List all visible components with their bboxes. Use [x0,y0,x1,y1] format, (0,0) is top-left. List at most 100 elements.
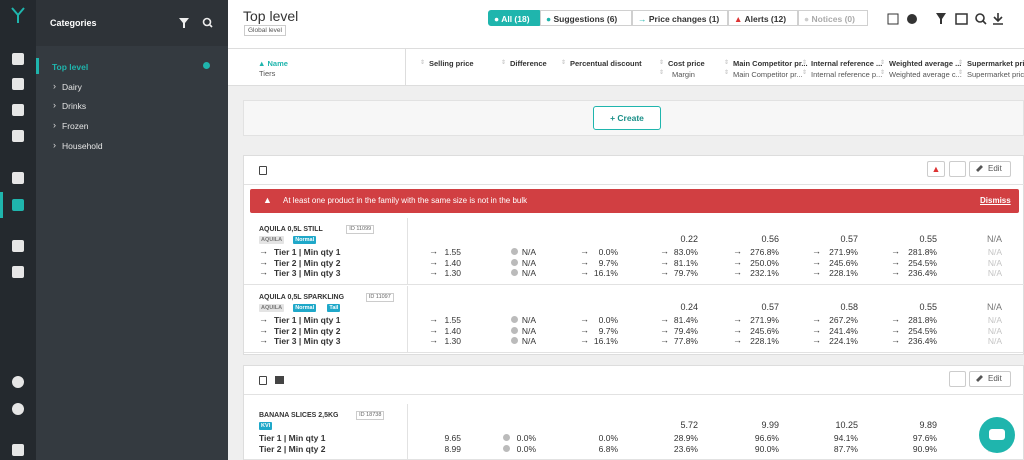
row-divider [407,286,408,352]
alert-icon: ▲ [263,195,272,205]
filter-button[interactable]: → Price changes (1) [632,10,728,26]
plus-icon: + [610,113,618,123]
alert-text: At least one product in the family with … [283,196,528,205]
tree-icon [203,62,210,69]
filter-button[interactable]: ▲ Alerts (12) [728,10,798,26]
column-label[interactable]: Supermarket pric [967,59,1024,68]
nav-icon[interactable] [12,130,24,142]
tier-value: N/A [521,325,536,336]
home-icon[interactable] [12,444,24,456]
column-sub[interactable]: Internal reference p... [811,70,883,79]
column-label[interactable]: Weighted average ... [889,59,962,68]
nav-icon[interactable] [12,240,24,252]
tier-label: Tier 3 | Min qty 3 [274,268,341,279]
arrow-icon: → [660,314,669,324]
edit-button[interactable]: Edit [969,161,1011,177]
tier-value: 83.0% [673,247,698,257]
column-label[interactable]: Selling price [429,59,474,68]
arrow-icon: → [733,324,742,335]
pencil-icon [976,375,983,382]
logo[interactable] [9,6,27,24]
tier-value: 232.1% [750,268,779,279]
summary-value: 0.57 [840,234,858,244]
panel-title: Categories [50,18,97,28]
flag-button[interactable] [949,161,966,177]
create-button[interactable]: + Create [593,106,661,130]
column-label[interactable]: Percentual discount [570,59,642,68]
top-bar: Top level Global level ● All (18) ● Sugge… [228,0,1024,49]
toolbar-icons[interactable] [886,12,1006,26]
dismiss-link[interactable]: Dismiss [980,196,1011,205]
tier-value: 271.9% [750,315,779,325]
tier-value: 9.7% [598,257,618,268]
tier-value: 28.9% [673,433,698,443]
arrow-icon: → [733,246,742,256]
sort-icon: ⇕ [724,60,730,66]
tier-value: 81.4% [673,315,698,325]
card-toolbar-line [244,184,1024,185]
summary-value: 0.55 [919,234,937,244]
filter-icon: → [638,14,649,24]
row-divider [407,218,408,284]
tier-value: 8.99 [444,443,461,454]
nav-icon[interactable] [12,199,24,211]
column-sub[interactable]: Margin [672,70,695,79]
arrow-icon: → [660,324,669,335]
sort-icon: ⇕ [880,60,886,66]
tier-value: N/A [521,247,536,257]
column-label[interactable]: Difference [510,59,547,68]
product-id: ID 11097 [365,293,394,302]
nav-icon[interactable] [12,53,24,65]
tier-value: 23.6% [673,443,698,454]
status-icon [511,316,518,323]
filter-icon: ● [546,14,554,24]
tree-item[interactable]: Top level [52,62,89,72]
settings-icon[interactable] [12,376,24,388]
tier-value: 236.4% [908,268,937,279]
alert-button[interactable]: ▲ [927,161,945,177]
column-sub[interactable]: Main Competitor pr... [733,70,803,79]
page-title: Top level [243,8,299,24]
tier-value: 228.1% [750,336,779,347]
product-tag: Normal [293,304,317,312]
pencil-icon [976,165,983,172]
tree-item[interactable]: Drinks [62,101,87,112]
chat-button[interactable] [979,417,1015,453]
sort-icon: ⇕ [802,70,808,76]
name-label: Name [267,59,288,68]
tree-item[interactable]: Household [62,140,103,151]
flag-button[interactable] [949,371,966,387]
sort-icon: ⇕ [659,60,665,66]
filter-button[interactable]: ● All (18) [488,10,542,26]
column-sub[interactable]: Weighted average c... [889,70,962,79]
summary-value: 0.58 [840,302,858,312]
category-header: Categories [36,0,228,46]
user-icon[interactable] [12,403,24,415]
arrow-icon: → [580,314,589,324]
nav-icon[interactable] [12,266,24,278]
tier-value: 250.0% [750,257,779,268]
card-toolbar-line [244,394,1024,395]
panel-tools[interactable] [179,17,219,29]
tree-item[interactable]: Frozen [62,121,89,132]
column-label[interactable]: Cost price [668,59,705,68]
create-panel: + Create [243,100,1024,136]
arrow-icon: → [429,267,438,278]
tier-value: 97.6% [912,433,937,443]
column-label[interactable]: Main Competitor pr... [733,59,808,68]
tier-label: Tier 1 | Min qty 1 [259,433,326,443]
nav-icon[interactable] [12,104,24,116]
summary-value: 9.89 [919,420,937,430]
filter-button[interactable]: ● Suggestions (6) [540,10,632,26]
nav-icon[interactable] [12,78,24,90]
column-sub[interactable]: Supermarket pric [967,70,1024,79]
nav-icon[interactable] [12,172,24,184]
filter-button[interactable]: ● Notices (0) [798,10,868,26]
arrow-icon: → [580,335,589,346]
tree-item[interactable]: Dairy [62,81,82,92]
name-header[interactable]: ▲ Name [258,59,288,68]
tier-value: 9.65 [444,433,461,443]
column-label[interactable]: Internal reference ... [811,59,883,68]
edit-button[interactable]: Edit [969,371,1011,387]
